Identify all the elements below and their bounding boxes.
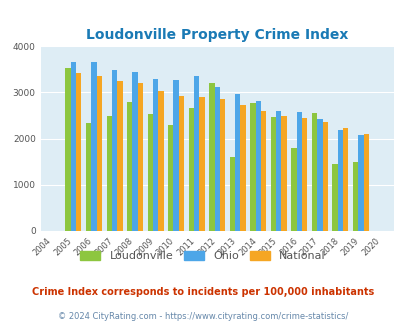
Bar <box>255 101 260 231</box>
Bar <box>65 68 70 231</box>
Bar <box>127 102 132 231</box>
Text: Crime Index corresponds to incidents per 100,000 inhabitants: Crime Index corresponds to incidents per… <box>32 287 373 297</box>
Text: © 2024 CityRating.com - https://www.cityrating.com/crime-statistics/: © 2024 CityRating.com - https://www.city… <box>58 312 347 321</box>
Bar <box>357 135 363 231</box>
Bar <box>240 105 245 231</box>
Bar <box>117 81 122 231</box>
Bar <box>86 123 91 231</box>
Bar <box>363 134 368 231</box>
Bar <box>332 164 337 231</box>
Bar <box>173 80 178 231</box>
Bar <box>352 162 357 231</box>
Bar <box>137 83 143 231</box>
Bar <box>337 130 342 231</box>
Bar <box>209 83 214 231</box>
Bar <box>229 157 234 231</box>
Bar <box>270 117 275 231</box>
Bar <box>220 99 225 231</box>
Bar <box>168 125 173 231</box>
Bar <box>199 97 204 231</box>
Bar <box>132 72 137 231</box>
Bar <box>214 87 220 231</box>
Bar <box>76 73 81 231</box>
Bar <box>153 79 158 231</box>
Bar <box>342 128 347 231</box>
Bar <box>316 119 322 231</box>
Bar <box>178 96 184 231</box>
Bar <box>70 62 76 231</box>
Legend: Loudonville, Ohio, National: Loudonville, Ohio, National <box>76 247 329 266</box>
Bar <box>147 114 153 231</box>
Bar <box>322 122 327 231</box>
Bar <box>249 104 255 231</box>
Bar <box>234 94 240 231</box>
Bar <box>291 148 296 231</box>
Bar <box>91 62 96 231</box>
Bar <box>275 111 281 231</box>
Bar <box>301 118 307 231</box>
Bar <box>311 113 316 231</box>
Bar <box>296 112 301 231</box>
Bar <box>260 111 266 231</box>
Bar <box>158 91 163 231</box>
Bar <box>106 116 112 231</box>
Bar <box>112 70 117 231</box>
Bar <box>188 108 194 231</box>
Bar <box>194 76 199 231</box>
Title: Loudonville Property Crime Index: Loudonville Property Crime Index <box>86 28 347 42</box>
Bar <box>96 76 102 231</box>
Bar <box>281 116 286 231</box>
